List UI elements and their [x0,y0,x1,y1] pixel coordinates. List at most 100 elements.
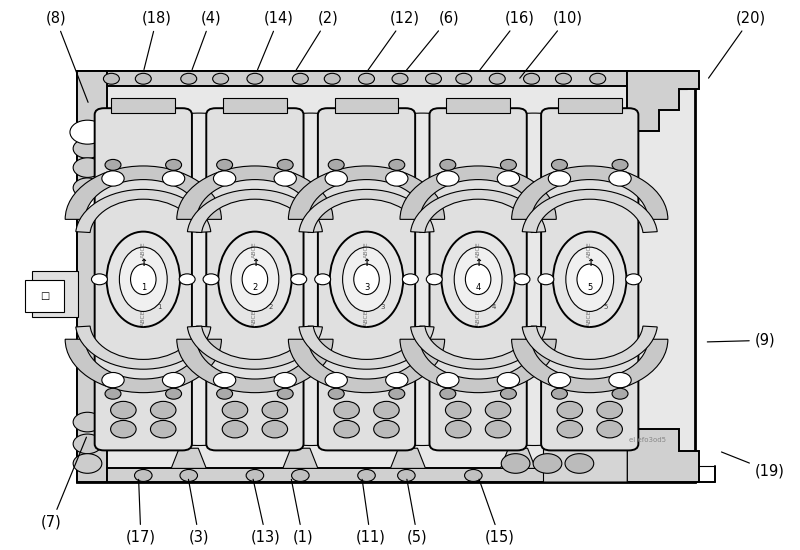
Ellipse shape [218,232,291,327]
Circle shape [612,388,628,399]
Circle shape [150,420,176,438]
Circle shape [565,454,594,474]
Circle shape [328,160,344,170]
Bar [223,98,286,113]
Polygon shape [390,448,426,469]
Circle shape [73,412,102,432]
Text: (9): (9) [707,333,775,348]
Circle shape [374,402,399,419]
Polygon shape [501,448,535,469]
Text: ABCE: ABCE [364,309,369,326]
Ellipse shape [119,247,167,311]
Circle shape [73,199,102,218]
Text: (12): (12) [368,11,420,70]
Text: ↑: ↑ [139,258,147,268]
Text: (3): (3) [189,479,210,545]
Circle shape [538,274,554,285]
Circle shape [102,372,124,388]
Text: (20): (20) [709,11,766,78]
Circle shape [213,73,229,84]
Circle shape [501,160,516,170]
Text: 5: 5 [587,283,592,292]
Circle shape [626,274,642,285]
FancyBboxPatch shape [206,108,303,450]
Circle shape [180,470,198,481]
Text: 1: 1 [141,283,146,292]
Circle shape [548,171,570,186]
Ellipse shape [553,232,626,327]
Circle shape [290,274,306,285]
Text: (1): (1) [291,479,313,545]
Text: (13): (13) [251,479,281,545]
Wedge shape [410,326,546,369]
Circle shape [70,196,105,221]
Circle shape [291,470,309,481]
Circle shape [555,73,571,84]
Ellipse shape [354,264,379,295]
Circle shape [456,73,472,84]
Text: (7): (7) [42,437,86,530]
Circle shape [490,73,506,84]
Wedge shape [187,326,322,369]
Circle shape [73,158,102,178]
Text: (8): (8) [46,11,88,102]
Text: el efo3od5: el efo3od5 [629,437,666,443]
Circle shape [533,454,562,474]
Text: ABCE: ABCE [141,309,146,326]
Text: (16): (16) [480,11,534,70]
Circle shape [609,372,631,388]
Circle shape [222,402,248,419]
Circle shape [440,160,456,170]
Circle shape [214,372,236,388]
Circle shape [389,160,405,170]
Text: (5): (5) [407,479,428,545]
Circle shape [73,434,102,454]
Circle shape [437,372,459,388]
Wedge shape [522,326,658,369]
Text: (4): (4) [192,11,222,70]
Bar [77,70,107,482]
Circle shape [150,402,176,419]
Ellipse shape [454,247,502,311]
Text: ABCE: ABCE [364,241,369,257]
Ellipse shape [342,247,390,311]
Circle shape [214,171,236,186]
Wedge shape [400,166,556,219]
Circle shape [437,171,459,186]
Text: 1: 1 [157,304,162,310]
Ellipse shape [442,232,515,327]
Ellipse shape [577,264,602,295]
Circle shape [325,372,347,388]
Wedge shape [177,166,333,219]
Circle shape [328,388,344,399]
Circle shape [609,171,631,186]
Wedge shape [187,189,322,233]
Text: ABCE: ABCE [253,309,258,326]
Circle shape [358,73,374,84]
Wedge shape [65,166,222,219]
Text: ABCE: ABCE [476,309,481,326]
Circle shape [247,73,263,84]
Circle shape [465,470,482,481]
Circle shape [73,178,102,197]
Polygon shape [627,70,699,130]
Text: (18): (18) [142,11,172,69]
Text: ↑: ↑ [362,258,370,268]
Circle shape [557,402,582,419]
Text: (14): (14) [258,11,294,70]
Bar [446,98,510,113]
Text: ↑: ↑ [586,258,594,268]
Text: (11): (11) [355,479,386,545]
Text: 2: 2 [269,304,273,310]
Text: ↑: ↑ [251,258,259,268]
Circle shape [374,420,399,438]
Text: 3: 3 [380,304,385,310]
Circle shape [274,171,296,186]
Polygon shape [171,448,206,469]
Circle shape [262,420,287,438]
Text: 3: 3 [364,283,370,292]
Polygon shape [627,429,699,482]
Bar [334,98,398,113]
Circle shape [446,420,471,438]
Circle shape [597,420,622,438]
